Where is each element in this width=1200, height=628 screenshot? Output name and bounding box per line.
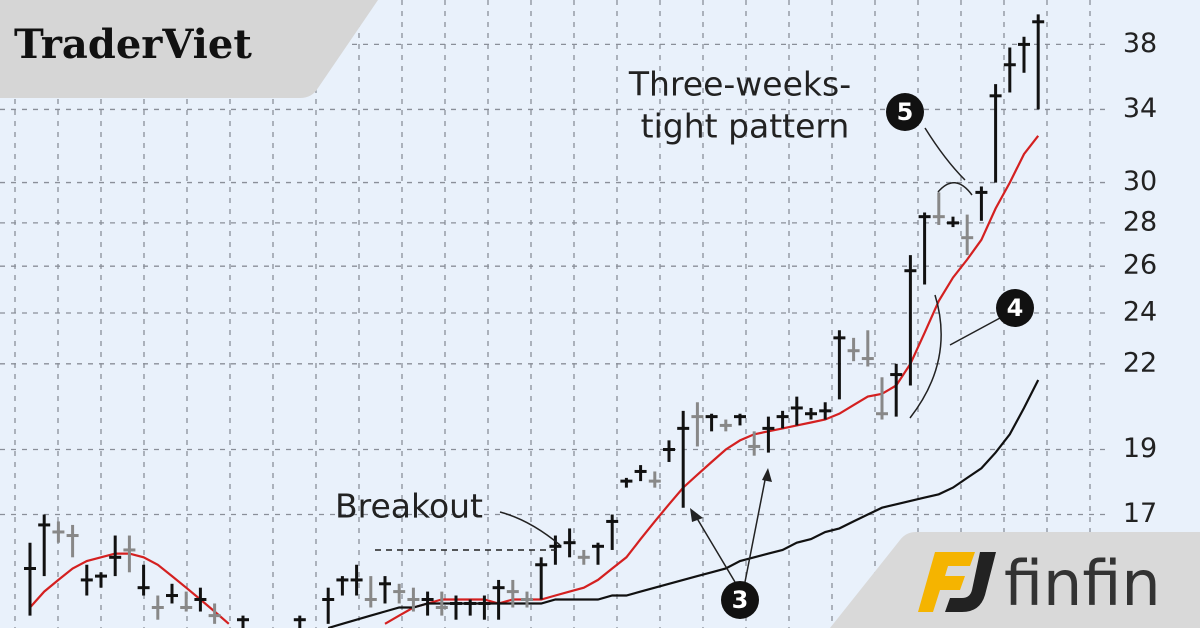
annotations: Three-weeks- tight pattern 5 4 Breakout … [335, 65, 1034, 619]
logo-text: finfin [1004, 547, 1161, 620]
marks [24, 14, 1045, 628]
bracket [909, 294, 942, 419]
y-tick-label: 30 [1123, 166, 1157, 197]
logo-left: TraderViet [0, 0, 378, 98]
y-tick-label: 24 [1123, 296, 1157, 327]
logo-panel [0, 0, 378, 98]
y-tick-label: 34 [1123, 93, 1157, 124]
bracket [937, 182, 973, 196]
y-tick-label: 26 [1123, 250, 1157, 281]
logo-icon [945, 552, 996, 612]
logo-text: TraderViet [14, 21, 252, 68]
arrow-line [694, 474, 767, 583]
marker-circle [996, 289, 1034, 327]
marker-label: 3 [732, 586, 749, 614]
annotation: tight pattern [641, 107, 850, 146]
annotation: Three-weeks- [628, 65, 851, 104]
leader-line [949, 317, 1001, 346]
logo-right: finfin [830, 532, 1200, 628]
marker-circle [886, 93, 924, 131]
y-tick-label: 22 [1123, 347, 1157, 378]
moving-average-line [327, 379, 1040, 628]
marker-label: 5 [897, 98, 914, 126]
y-tick-label: 17 [1123, 498, 1157, 529]
leader-line [499, 511, 561, 546]
marker-label: 4 [1007, 294, 1024, 322]
y-tick-label: 38 [1123, 28, 1157, 59]
arrow-head [690, 468, 772, 522]
logo-icon [918, 552, 975, 612]
marker-circle [721, 581, 759, 619]
leader-line [924, 127, 966, 181]
annotation: Breakout [335, 487, 483, 526]
y-tick-label: 28 [1123, 206, 1157, 237]
y-tick-label: 19 [1123, 433, 1157, 464]
